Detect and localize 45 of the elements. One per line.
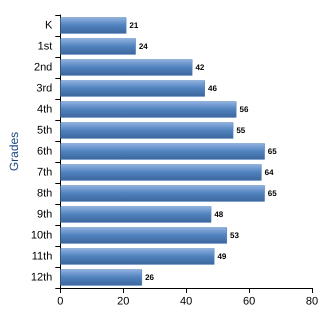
bar [60,122,234,139]
y-tick-label: 4th [37,104,52,116]
bar [60,38,136,55]
y-tick-label: 2nd [34,62,52,74]
y-tick-label: K [44,20,53,32]
bar [60,59,192,76]
y-tick-label: 6th [37,146,52,158]
data-label: 55 [236,126,246,135]
x-tick-label: 80 [306,296,318,308]
bar [60,269,142,286]
bar [60,143,265,160]
bar [60,248,214,265]
y-tick-label: 8th [37,188,52,200]
y-tick-label: 9th [37,208,52,220]
y-tick-label: 1st [38,40,52,52]
data-label: 46 [208,84,218,93]
data-label: 64 [264,168,274,177]
y-tick-label: 3rd [36,82,52,94]
data-label: 42 [195,63,205,72]
x-tick-label: 0 [57,296,64,308]
data-label: 56 [239,105,249,114]
x-tick-label: 20 [117,296,130,308]
x-tick-label: 40 [180,296,192,308]
data-label: 49 [217,252,227,261]
data-label: 48 [214,210,224,219]
bar [60,80,206,97]
y-axis-title: Grades [7,132,21,172]
bar [60,164,262,181]
y-tick-label: 11th [32,250,52,262]
y-tick-label: 5th [37,124,52,136]
data-label: 21 [129,21,139,30]
y-tick-label: 7th [37,166,52,178]
bar [60,185,265,202]
data-label: 53 [230,231,240,240]
data-label: 65 [268,147,278,156]
data-label: 65 [268,189,278,198]
bar [60,101,236,118]
y-tick-label: 12th [30,272,52,284]
bar [60,17,126,34]
data-label: 26 [145,273,155,282]
bar [60,206,212,223]
y-tick-label: 10th [30,230,52,242]
bar [60,227,228,244]
x-tick-label: 60 [242,296,256,308]
data-label: 24 [138,42,148,51]
